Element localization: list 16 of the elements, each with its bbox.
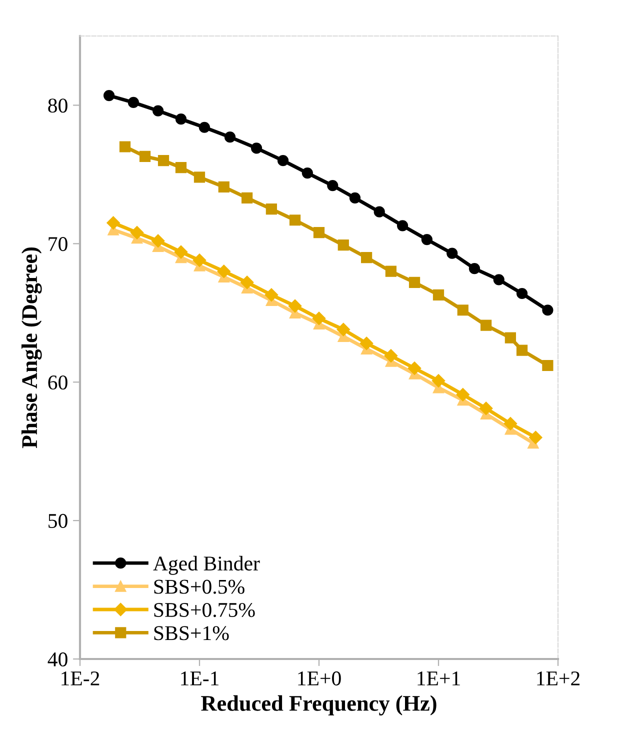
x-tick-label: 1E+1 — [418, 672, 460, 686]
legend-label: SBS+0.5% — [154, 580, 244, 594]
y-tick-label: 70 — [48, 237, 68, 252]
y-tick-label: 40 — [48, 652, 68, 666]
x-tick-label: 1E-1 — [181, 672, 218, 686]
y-tick-label: 80 — [48, 98, 68, 113]
y-tick-label: 60 — [48, 375, 68, 390]
y-tick-label: 50 — [48, 514, 68, 528]
legend-label: SBS+1% — [154, 626, 229, 640]
x-tick-label: 1E-2 — [62, 671, 100, 686]
x-tick-label: 1E+2 — [537, 671, 580, 686]
x-tick-label: 1E+0 — [298, 671, 341, 686]
legend-label: Aged Binder — [153, 556, 260, 575]
y-axis-title: Phase Angle (Degree) — [21, 247, 42, 448]
legend-label: SBS+0.75% — [154, 602, 255, 618]
x-axis-title: Reduced Frequency (Hz) — [201, 695, 436, 716]
